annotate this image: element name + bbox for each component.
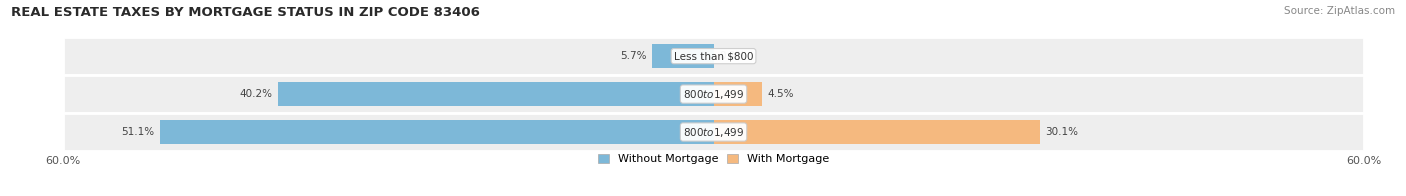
Text: $800 to $1,499: $800 to $1,499 bbox=[683, 88, 744, 101]
Legend: Without Mortgage, With Mortgage: Without Mortgage, With Mortgage bbox=[593, 149, 834, 169]
Text: 40.2%: 40.2% bbox=[239, 89, 273, 99]
Bar bbox=[278, 82, 713, 106]
Bar bbox=[713, 82, 762, 106]
Bar bbox=[652, 44, 713, 68]
Text: 4.5%: 4.5% bbox=[768, 89, 794, 99]
Bar bbox=[160, 120, 713, 144]
Text: 51.1%: 51.1% bbox=[121, 127, 155, 137]
Text: 0.0%: 0.0% bbox=[718, 51, 745, 61]
Text: 5.7%: 5.7% bbox=[620, 51, 647, 61]
Bar bbox=[713, 120, 1040, 144]
Text: Less than $800: Less than $800 bbox=[673, 51, 754, 61]
Bar bbox=[63, 37, 1364, 75]
Bar bbox=[63, 75, 1364, 113]
Bar bbox=[63, 113, 1364, 151]
Text: 30.1%: 30.1% bbox=[1045, 127, 1078, 137]
Text: Source: ZipAtlas.com: Source: ZipAtlas.com bbox=[1284, 6, 1395, 16]
Text: REAL ESTATE TAXES BY MORTGAGE STATUS IN ZIP CODE 83406: REAL ESTATE TAXES BY MORTGAGE STATUS IN … bbox=[11, 6, 479, 19]
Text: $800 to $1,499: $800 to $1,499 bbox=[683, 125, 744, 139]
